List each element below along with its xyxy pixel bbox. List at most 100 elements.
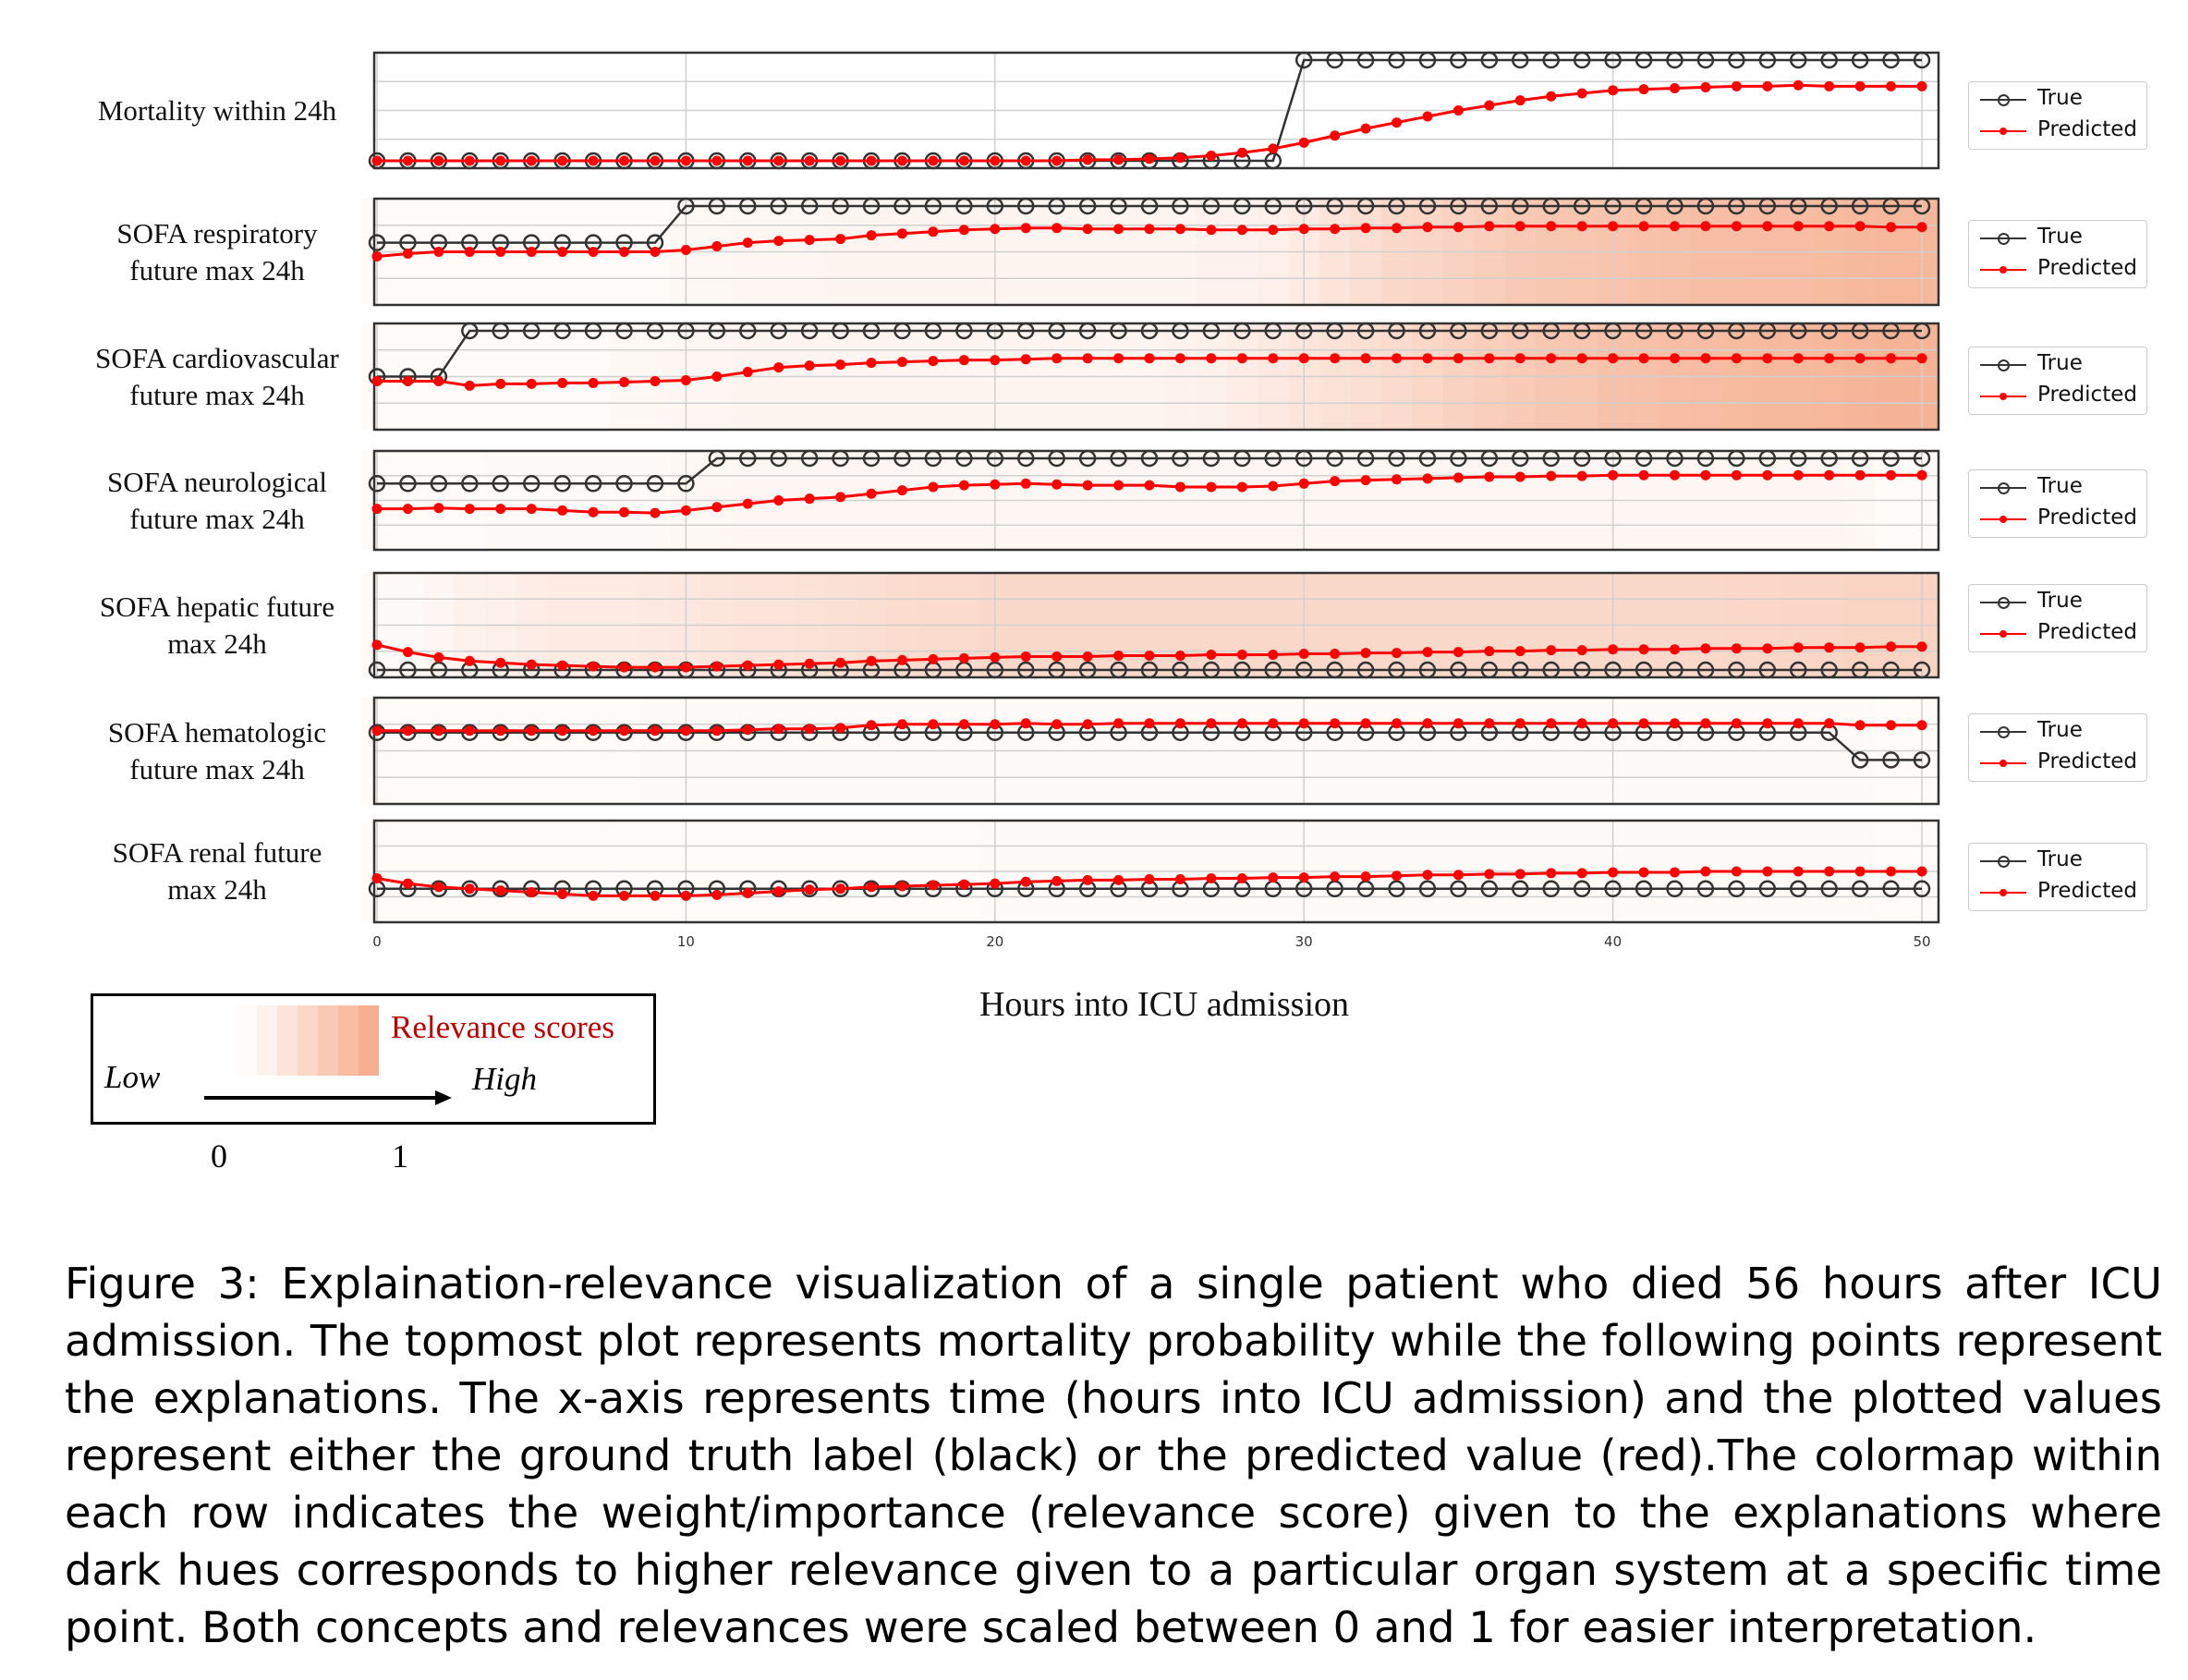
predicted-point [1638, 718, 1649, 729]
true-point [1851, 51, 1869, 69]
true-point [1604, 322, 1622, 340]
predicted-point [1422, 473, 1433, 484]
legend-label-true: True [2037, 225, 2083, 249]
predicted-point [1020, 718, 1031, 729]
true-point [1789, 661, 1807, 679]
true-point [1820, 51, 1838, 69]
true-point [893, 449, 911, 468]
predicted-point [866, 655, 877, 666]
true-point [1758, 449, 1777, 468]
predicted-point [526, 378, 537, 389]
predicted-point [1082, 874, 1093, 885]
predicted-point [371, 250, 383, 262]
true-point [1728, 449, 1745, 468]
true-point [646, 475, 664, 493]
predicted-point [1793, 642, 1804, 653]
predicted-point [958, 355, 969, 366]
predicted-point [1731, 643, 1742, 654]
predicted-point [1762, 643, 1773, 654]
predicted-point [1824, 866, 1835, 877]
predicted-point [1174, 481, 1185, 493]
predicted-point [1422, 870, 1433, 881]
true-point [1202, 661, 1221, 679]
predicted-point [1886, 353, 1897, 364]
predicted-point [557, 725, 568, 737]
predicted-point [619, 725, 630, 737]
predicted-point [1514, 646, 1526, 657]
true-point [1078, 661, 1097, 679]
predicted-point [1576, 88, 1587, 99]
predicted-point [680, 890, 691, 901]
true-point [492, 322, 510, 340]
predicted-point [1669, 353, 1680, 364]
predicted-point [1174, 224, 1185, 235]
predicted-point [526, 155, 537, 166]
true-point [1172, 449, 1189, 468]
predicted-point [1916, 866, 1927, 877]
predicted-point [1824, 718, 1835, 729]
predicted-point [928, 155, 939, 166]
predicted-point [1700, 221, 1711, 232]
predicted-point [1514, 353, 1526, 364]
true-point [553, 322, 571, 340]
true-point [1913, 197, 1931, 215]
predicted-point [773, 236, 784, 247]
predicted-point [1886, 80, 1897, 91]
legend-marker-predicted [2000, 889, 2007, 896]
true-point [1696, 322, 1715, 340]
x-tick-label: 40 [1604, 933, 1622, 950]
predicted-point [371, 873, 383, 884]
predicted-point [1392, 223, 1403, 234]
predicted-point [1051, 651, 1063, 662]
predicted-point [1576, 353, 1587, 364]
true-point [1851, 322, 1869, 340]
predicted-point [1546, 470, 1557, 481]
predicted-point [1206, 353, 1217, 364]
predicted-point [896, 155, 907, 166]
predicted-point [711, 241, 723, 252]
true-point [522, 475, 541, 493]
predicted-point [619, 890, 630, 901]
plot-frame [372, 571, 1940, 679]
true-point [1016, 322, 1035, 340]
predicted-point [896, 357, 907, 368]
predicted-point [1731, 866, 1742, 877]
predicted-point [1824, 221, 1835, 232]
predicted-point [433, 503, 444, 514]
predicted-point [1236, 225, 1247, 236]
true-point [1418, 880, 1437, 898]
predicted-point [1144, 718, 1155, 729]
predicted-point [680, 374, 691, 385]
predicted-point [742, 237, 753, 249]
predicted-point [804, 155, 815, 166]
true-point [1882, 661, 1900, 679]
predicted-point [1854, 469, 1866, 481]
predicted-point [1731, 353, 1742, 364]
predicted-point [1020, 155, 1031, 166]
true-point [1418, 322, 1437, 340]
predicted-point [1020, 651, 1031, 662]
predicted-point [495, 657, 506, 668]
true-point [1789, 197, 1807, 215]
predicted-point [1298, 478, 1309, 489]
predicted-point [526, 504, 537, 515]
true-point [430, 475, 448, 493]
plot-frame [372, 51, 1940, 170]
predicted-point [619, 247, 630, 257]
predicted-point [1268, 481, 1279, 492]
row-label-line: SOFA hematologic [107, 715, 327, 749]
true-point [1789, 449, 1807, 468]
predicted-point [866, 230, 877, 241]
predicted-point [1330, 871, 1341, 883]
predicted-point [1638, 84, 1649, 95]
true-point [1635, 880, 1653, 898]
predicted-point [896, 485, 907, 496]
predicted-point [990, 651, 1001, 663]
true-point [1882, 322, 1900, 340]
true-point [986, 449, 1004, 468]
plot-frame [372, 696, 1940, 806]
predicted-point [650, 890, 661, 901]
predicted-point [928, 719, 939, 730]
true-point [368, 661, 386, 679]
series-legend: True Predicted [1968, 347, 2147, 415]
